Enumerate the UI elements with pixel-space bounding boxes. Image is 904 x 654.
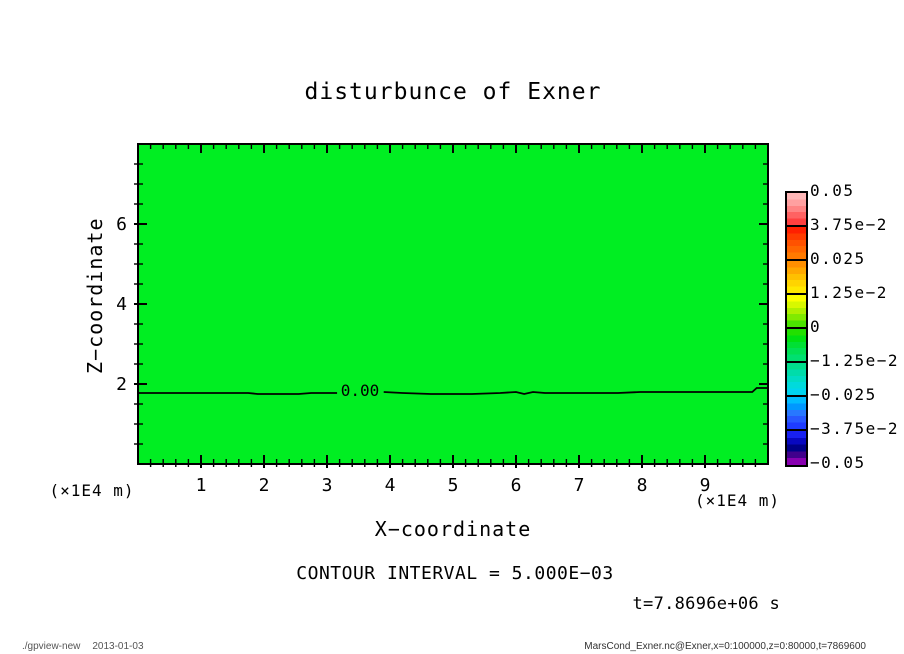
x-tick-label: 3: [322, 475, 333, 496]
z-tick-label: 6: [116, 214, 127, 235]
x-tick-label: 5: [448, 475, 459, 496]
colorbar-cell: [787, 295, 806, 329]
colorbar-tick-label: −1.25e−2: [810, 351, 900, 370]
footer-date: 2013-01-03: [92, 641, 144, 652]
x-tick-label: 7: [574, 475, 585, 496]
colorbar-cell: [787, 431, 806, 465]
colorbar-cell: [787, 363, 806, 397]
contour-interval-note: CONTOUR INTERVAL = 5.000E−03: [296, 563, 614, 584]
z-tick-label: 4: [116, 294, 127, 315]
x-tick-label: 8: [637, 475, 648, 496]
colorbar-cell: [787, 261, 806, 295]
y-axis-unit-label: (×1E4 m): [49, 481, 135, 500]
x-axis-unit-label: (×1E4 m): [694, 491, 780, 510]
colorbar-tick-label: −0.025: [810, 385, 877, 404]
colorbar-cell: [787, 227, 806, 261]
x-tick-label: 2: [259, 475, 270, 496]
x-axis-title: X−coordinate: [374, 517, 532, 541]
field-fill: [138, 144, 768, 464]
colorbar-cell: [787, 397, 806, 431]
colorbar-tick-label: −3.75e−2: [810, 419, 900, 438]
y-axis-title: Z−coordinate: [83, 217, 107, 375]
plot-title: disturbunce of Exner: [304, 79, 602, 105]
footer-program-info: ./gpview-new 2013-01-03: [22, 641, 144, 652]
colorbar-tick-label: −0.05: [810, 453, 866, 472]
timestamp-note: t=7.8696e+06 s: [632, 594, 780, 614]
plot-border: [137, 143, 769, 465]
colorbar-tick-label: 1.25e−2: [810, 283, 888, 302]
x-tick-label: 9: [700, 475, 711, 496]
x-tick-label: 4: [385, 475, 396, 496]
x-tick-label: 6: [511, 475, 522, 496]
zero-contour-line: [383, 387, 768, 395]
footer-data-source: MarsCond_Exner.nc@Exner,x=0:100000,z=0:8…: [584, 641, 866, 652]
colorbar-tick-label: 0.05: [810, 181, 855, 200]
colorbar-cell: [787, 193, 806, 227]
z-tick-label: 2: [116, 374, 127, 395]
colorbar-tick-label: 3.75e−2: [810, 215, 888, 234]
footer-program-name: ./gpview-new: [22, 641, 81, 652]
colorbar-cell: [787, 329, 806, 363]
colorbar-tick-label: 0.025: [810, 249, 866, 268]
colorbar: [785, 191, 808, 467]
zero-contour-line: [138, 392, 338, 395]
zero-contour-line-label: 0.00: [340, 381, 380, 400]
x-tick-label: 1: [196, 475, 207, 496]
colorbar-tick-label: 0: [810, 317, 822, 336]
